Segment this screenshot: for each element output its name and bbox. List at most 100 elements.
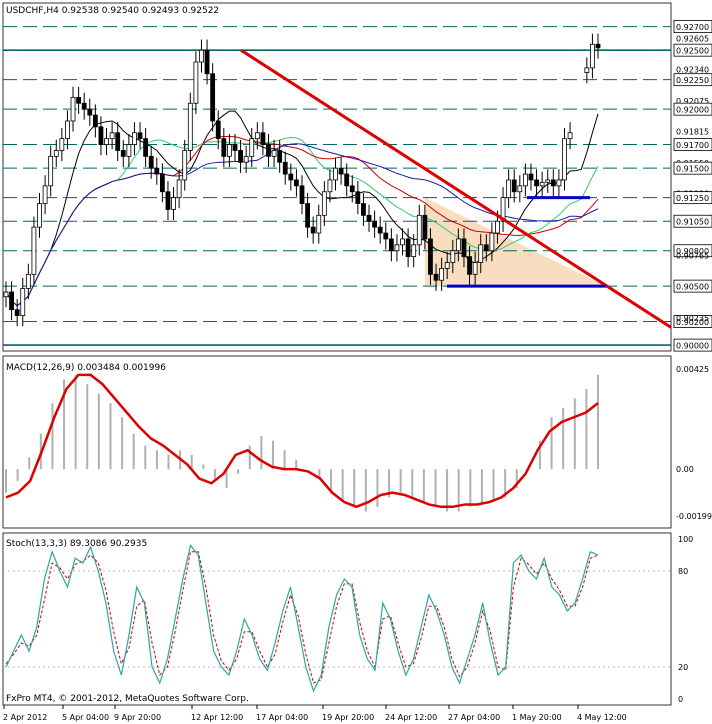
- candle-body: [590, 43, 595, 69]
- candle-body: [92, 114, 98, 128]
- candle-body: [450, 250, 456, 263]
- candle-body: [120, 150, 126, 157]
- candle-body: [132, 132, 137, 145]
- candle-body: [372, 220, 378, 228]
- price-axis-label: 0.92605: [676, 34, 709, 43]
- candle-body: [266, 144, 271, 157]
- price-axis-label: 0.92700: [676, 23, 709, 32]
- candle-body: [478, 244, 484, 263]
- candle-body: [87, 108, 93, 116]
- candle-body: [355, 191, 361, 204]
- candle-body: [500, 197, 506, 222]
- stoch-axis-label: 80: [678, 567, 688, 576]
- candle-body: [439, 268, 445, 281]
- price-label-box: [673, 191, 712, 205]
- time-axis-label: 4 May 12:00: [577, 713, 627, 722]
- candle-body: [148, 155, 154, 169]
- candle-body: [472, 262, 478, 275]
- time-axis-label: 27 Apr 04:00: [448, 713, 500, 722]
- stoch-layer: [3, 544, 671, 693]
- price-label-box: [673, 338, 712, 352]
- candle-body: [249, 138, 255, 157]
- candle-body: [584, 67, 590, 73]
- candle-body: [377, 226, 383, 234]
- time-axis-label: 12 Apr 12:00: [191, 713, 243, 722]
- time-axis-label: 5 Apr 04:00: [62, 713, 109, 722]
- candle-body: [271, 150, 277, 157]
- price-label-box: [673, 244, 712, 258]
- candle-body: [489, 232, 495, 252]
- candle-body: [562, 138, 567, 181]
- candle-body: [53, 150, 59, 157]
- candle-body: [405, 238, 411, 258]
- candle-body: [294, 179, 299, 187]
- time-axis-label: 19 Apr 20:00: [322, 713, 374, 722]
- macd-axis-label: 0.00: [676, 465, 694, 474]
- stoch-signal-line: [5, 551, 599, 684]
- candle-body: [288, 173, 294, 181]
- candle-body: [366, 214, 372, 222]
- candle-body: [495, 220, 500, 234]
- time-axis-label: 24 Apr 12:00: [385, 713, 437, 722]
- price-axis-label: 0.91815: [676, 127, 709, 136]
- price-axis-label: 0.90235: [676, 314, 709, 323]
- candle-body: [455, 238, 461, 252]
- candle-body: [333, 167, 338, 181]
- candle-body: [25, 273, 31, 289]
- candle-body: [277, 150, 283, 163]
- symbol-header: USDCHF,H4 0.92538 0.92540 0.92493 0.9252…: [6, 6, 219, 16]
- macd-axis-label: -0.00199: [676, 512, 712, 521]
- candle-body: [37, 203, 42, 228]
- candle-body: [221, 138, 227, 157]
- candle-body: [444, 262, 450, 269]
- price-axis-label: 0.90800: [676, 247, 709, 256]
- candle-body: [182, 150, 188, 181]
- stoch-pane[interactable]: [2, 532, 672, 706]
- candle-body: [528, 173, 534, 181]
- macd-pane[interactable]: [2, 355, 672, 529]
- candle-body: [81, 102, 87, 110]
- ma-fast-line: [5, 110, 599, 307]
- candle-body: [204, 49, 210, 75]
- candle-body: [98, 126, 104, 145]
- macd-axis-label: 0.00425: [676, 365, 709, 374]
- macd-signal-line: [5, 373, 599, 509]
- candle-body: [199, 49, 204, 63]
- stoch-axis-label: 0: [678, 695, 683, 704]
- candle-body: [388, 238, 394, 252]
- price-axis-label: 0.92340: [676, 66, 709, 75]
- candle-body: [226, 144, 232, 157]
- candle-body: [327, 179, 333, 193]
- candle-body: [282, 161, 288, 175]
- candle-body: [48, 155, 54, 187]
- candle-body: [193, 61, 199, 104]
- candle-body: [361, 203, 366, 216]
- price-axis-label: 0.90200: [676, 318, 709, 327]
- candle-body: [76, 96, 82, 104]
- price-label-box: [673, 102, 712, 116]
- macd-layer: [5, 373, 599, 512]
- candle-body: [349, 185, 355, 193]
- price-label-box: [673, 138, 712, 151]
- price-label-box: [673, 43, 712, 57]
- stoch-title: Stoch(13,3,3) 89.3086 90.2935: [6, 539, 147, 549]
- candle-body: [595, 43, 601, 49]
- candle-body: [539, 181, 545, 187]
- candle-body: [3, 291, 9, 298]
- candle-body: [31, 226, 37, 275]
- candle-body: [104, 138, 109, 145]
- candle-body: [321, 191, 327, 216]
- candle-body: [511, 179, 517, 193]
- candle-body: [126, 144, 132, 157]
- candle-body: [165, 191, 171, 210]
- candle-body: [299, 185, 305, 204]
- candle-body: [238, 150, 243, 163]
- candle-body: [433, 273, 439, 281]
- candle-body: [422, 214, 428, 240]
- candle-body: [545, 179, 551, 183]
- price-axis-label: 0.90500: [676, 283, 709, 292]
- candle-body: [14, 309, 20, 317]
- candle-body: [137, 132, 143, 140]
